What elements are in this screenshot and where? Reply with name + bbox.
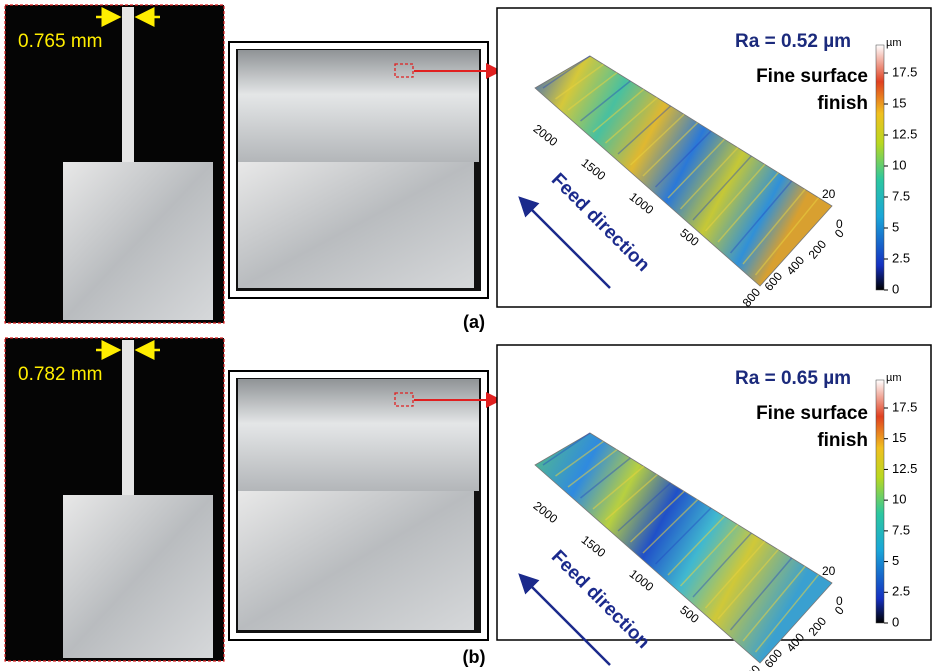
panel-label: (a) xyxy=(463,312,485,332)
panel: 0.765 mm Ra = 0.52 µm Fine surface finish µm… xyxy=(5,5,931,332)
plate-bottom xyxy=(238,491,474,630)
colorbar-tick-label: 7.5 xyxy=(892,522,910,537)
z-axis-label: 0 xyxy=(836,217,843,231)
width-label: 0.782 mm xyxy=(18,364,102,385)
finish-label: Fine surface xyxy=(756,403,868,424)
colorbar-tick-label: 5 xyxy=(892,553,899,568)
z-axis-label: 0 xyxy=(836,594,843,608)
figure: 0.765 mm Ra = 0.52 µm Fine surface finish µm… xyxy=(0,0,935,671)
colorbar xyxy=(876,45,884,290)
colorbar-tick-label: 5 xyxy=(892,219,899,234)
colorbar-tick-label: 10 xyxy=(892,492,906,507)
colorbar-tick-label: 12.5 xyxy=(892,461,917,476)
colorbar-tick-label: 15 xyxy=(892,430,906,445)
z-axis-label: 20 xyxy=(822,564,836,578)
ra-label: Ra = 0.65 µm xyxy=(735,368,851,389)
panel: 0.782 mm Ra = 0.65 µm Fine surface finish µm… xyxy=(5,338,931,671)
specimen-base xyxy=(63,162,213,320)
colorbar-tick-label: 17.5 xyxy=(892,64,917,79)
thin-wall xyxy=(122,340,134,495)
width-label: 0.765 mm xyxy=(18,31,102,52)
colorbar-tick-label: 17.5 xyxy=(892,399,917,414)
colorbar-tick-label: 0 xyxy=(892,614,899,629)
colorbar-tick-label: 10 xyxy=(892,157,906,172)
colorbar-tick-label: 2.5 xyxy=(892,584,910,599)
plate-bottom xyxy=(238,162,474,288)
x-axis-label: 800 xyxy=(740,662,764,671)
ra-label: Ra = 0.52 µm xyxy=(735,31,851,52)
colorbar xyxy=(876,380,884,623)
colorbar-unit: µm xyxy=(886,37,902,49)
colorbar-tick-label: 7.5 xyxy=(892,188,910,203)
colorbar-unit: µm xyxy=(886,372,902,384)
finish-label: Fine surface xyxy=(756,66,868,87)
plate-top xyxy=(238,50,479,162)
finish-label: finish xyxy=(817,93,868,114)
plate-top xyxy=(238,379,479,491)
thin-wall xyxy=(122,7,134,162)
z-axis-label: 20 xyxy=(822,187,836,201)
panel-label: (b) xyxy=(463,647,486,667)
colorbar-tick-label: 12.5 xyxy=(892,126,917,141)
finish-label: finish xyxy=(817,430,868,451)
colorbar-tick-label: 15 xyxy=(892,95,906,110)
colorbar-tick-label: 0 xyxy=(892,281,899,296)
colorbar-tick-label: 2.5 xyxy=(892,250,910,265)
specimen-base xyxy=(63,495,213,658)
